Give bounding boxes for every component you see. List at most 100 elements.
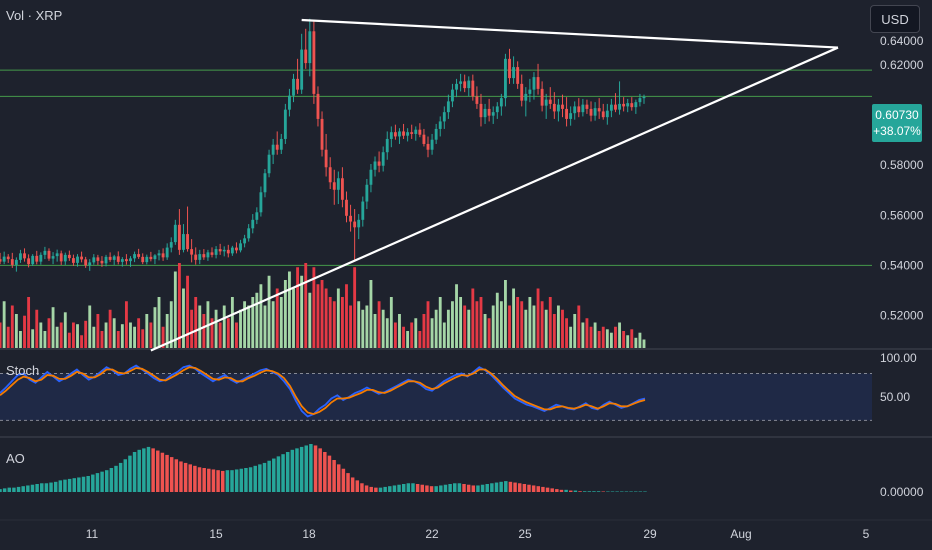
ao-bar [587,491,592,492]
ao-bar [471,485,476,492]
candle-body [23,253,26,259]
candle-body [308,31,312,64]
ao-bar [202,468,206,492]
ao-bar [364,485,369,492]
volume-bar [279,297,283,348]
ao-bar [327,455,332,492]
volume-bar [585,318,589,348]
candle-body [491,112,495,116]
candle-body [455,83,458,90]
volume-bar [247,305,251,348]
volume-bar [116,331,120,348]
ao-bar [26,485,30,492]
volume-bar [218,322,222,348]
volume-bar [471,288,475,348]
volume-bar [255,292,259,348]
candle-body [39,254,43,262]
volume-bar [124,301,128,348]
candle-body [133,254,136,259]
volume-bar [296,267,300,348]
ao-bar [411,483,415,492]
ao-bar [169,457,174,492]
candle-body [300,49,304,90]
volume-bar [544,309,548,348]
volume-bar [55,326,59,348]
volume-bar [320,280,324,348]
ao-bar [466,484,471,492]
ao-bar [388,486,392,492]
ao-bar [114,465,118,492]
ao-bar [188,464,192,492]
volume-bar [414,318,418,348]
candle-body [218,249,222,252]
candle-body [108,256,112,260]
candle-body [618,103,621,110]
volume-bar [406,331,410,348]
currency-button[interactable]: USD [870,5,920,33]
candle-body [516,67,520,84]
volume-bar [47,318,51,348]
volume-bar [528,297,532,348]
candle-body [451,89,454,102]
ao-bar [346,473,350,492]
ao-bar [541,486,545,492]
candle-body [247,228,251,239]
volume-bar [271,301,275,348]
ao-bar [109,468,114,492]
ao-bar [197,467,202,492]
candle-body [479,103,483,118]
candle-body [634,102,638,108]
price-tick-label: 0.52000 [880,308,924,322]
candle-body [638,98,642,103]
candle-body [14,259,18,265]
volume-bar [108,309,112,348]
ao-bar [220,470,225,492]
candle-body [165,247,169,258]
volume-bar [422,314,426,348]
ao-bar [165,454,169,492]
ao-bar [146,446,151,492]
ao-bar [355,480,360,492]
volume-bar [601,326,605,348]
ao-bar [323,452,327,492]
volume-bar [149,322,153,348]
candle-body [373,161,377,170]
candle-body [381,152,385,166]
candle-body [442,112,446,122]
ao-bar [629,491,633,492]
ao-bar [476,485,480,492]
volume-bar [243,301,247,348]
candle-body [552,103,556,112]
candle-body [320,118,324,150]
candle-body [357,219,361,228]
ao-bar [160,452,165,492]
ao-bar [490,483,494,492]
volume-bar [198,305,202,348]
candle-body [235,247,238,251]
ao-bar [624,491,629,492]
time-tick-label: 29 [643,527,657,541]
ao-bar [425,485,429,492]
triangle-trendline [301,18,839,49]
volume-bar [23,315,26,348]
candle-body [153,255,157,260]
volume-bar [336,288,340,348]
candle-body [194,254,198,260]
ao-bar [30,484,35,492]
candle-body [548,99,552,104]
volume-bar [63,312,67,348]
volume-bar [67,332,71,348]
ao-bar [132,452,137,492]
volume-bar [430,318,434,348]
candle-body [361,201,365,220]
volume-bar [100,331,104,348]
candle-body [104,256,108,264]
volume-bar [324,288,328,348]
candle-body [63,254,67,262]
ao-bar [234,469,239,492]
ao-bar [276,456,281,492]
candle-body [47,250,51,259]
time-tick-label: 25 [518,527,532,541]
